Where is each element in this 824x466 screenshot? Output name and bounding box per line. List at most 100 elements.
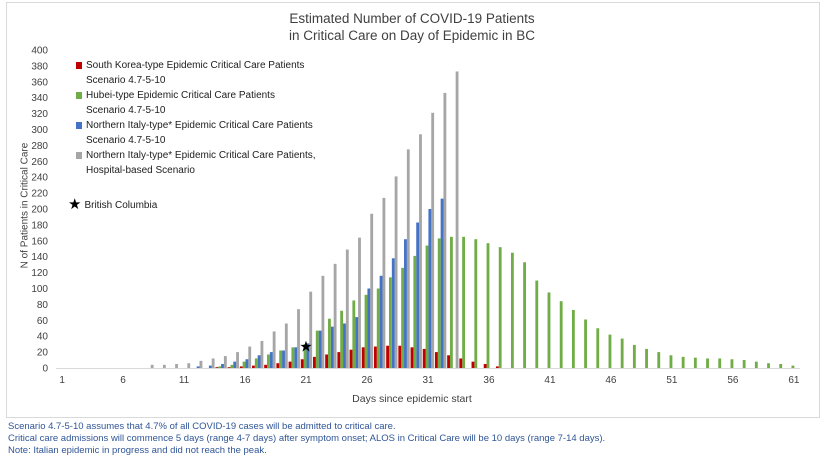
bar bbox=[199, 360, 203, 368]
bar bbox=[645, 348, 648, 368]
footnote-3: Note: Italian epidemic in progress and d… bbox=[8, 445, 267, 456]
x-tick-label: 6 bbox=[120, 375, 126, 386]
legend-sublabel: Scenario 4.7-5-10 bbox=[86, 135, 166, 146]
legend-swatch-south-korea bbox=[76, 62, 82, 69]
bar bbox=[571, 309, 575, 368]
x-axis-label: Days since epidemic start bbox=[352, 393, 472, 405]
bar bbox=[330, 326, 334, 368]
bar bbox=[230, 364, 234, 368]
legend-item-northern-italy-hospital: Northern Italy-type* Epidemic Critical C… bbox=[76, 148, 316, 178]
bar bbox=[328, 318, 331, 368]
y-tick-label: 60 bbox=[37, 316, 49, 327]
bar bbox=[297, 309, 300, 368]
bar bbox=[547, 292, 551, 368]
y-tick-label: 40 bbox=[37, 332, 49, 343]
bar bbox=[779, 364, 783, 368]
y-tick-label: 100 bbox=[31, 284, 48, 295]
bar bbox=[434, 352, 438, 368]
bar bbox=[693, 357, 697, 368]
bar bbox=[447, 355, 450, 368]
bar bbox=[257, 355, 261, 368]
bar bbox=[718, 358, 722, 368]
x-axis-ticks: 1 6 11 16 21 26 31 36 41 46 51 56 61 bbox=[59, 375, 800, 386]
bar bbox=[510, 252, 514, 368]
bar bbox=[340, 310, 344, 368]
bar bbox=[321, 275, 325, 368]
y-tick-label: 360 bbox=[31, 77, 48, 88]
bar bbox=[306, 343, 310, 368]
legend-label: Northern Italy-type* Epidemic Critical C… bbox=[86, 150, 316, 161]
bar bbox=[279, 350, 283, 368]
y-axis-label: N of Patients in Critical Care bbox=[19, 142, 31, 269]
bar bbox=[291, 347, 295, 368]
chart-title-line-1: Estimated Number of COVID-19 Patients bbox=[289, 11, 535, 26]
y-axis-ticks: 0 20 40 60 80 100 120 140 160 180 200 220 240 260 280 3… bbox=[31, 46, 48, 375]
bar bbox=[428, 209, 432, 368]
bar bbox=[767, 363, 770, 368]
bar bbox=[196, 366, 200, 368]
bar bbox=[248, 346, 252, 368]
bar bbox=[358, 237, 361, 368]
legend-label: Northern Italy-type* Epidemic Critical C… bbox=[86, 120, 313, 131]
bar bbox=[218, 366, 222, 368]
bar bbox=[284, 323, 288, 368]
bar bbox=[221, 364, 224, 368]
bar bbox=[486, 243, 490, 368]
bar bbox=[474, 239, 478, 368]
y-tick-label: 400 bbox=[31, 46, 48, 57]
bar bbox=[459, 358, 463, 368]
bar bbox=[455, 71, 459, 369]
bar bbox=[425, 245, 429, 368]
bar bbox=[386, 345, 390, 368]
y-tick-label: 140 bbox=[31, 252, 48, 263]
bar bbox=[252, 365, 255, 368]
bar bbox=[150, 364, 154, 368]
bar bbox=[276, 363, 280, 368]
bar bbox=[233, 361, 237, 368]
bar bbox=[325, 354, 329, 368]
y-tick-label: 260 bbox=[31, 157, 48, 168]
bar bbox=[440, 198, 444, 368]
bar bbox=[352, 300, 356, 368]
bar bbox=[608, 334, 612, 368]
x-tick-label: 26 bbox=[361, 375, 373, 386]
footnote-1: Scenario 4.7-5-10 assumes that 4.7% of a… bbox=[8, 421, 396, 432]
bar bbox=[706, 358, 709, 368]
legend: South Korea-type Epidemic Critical Care … bbox=[76, 58, 316, 178]
y-tick-label: 220 bbox=[31, 189, 48, 200]
bar bbox=[437, 238, 441, 368]
bar bbox=[391, 258, 395, 368]
x-tick-label: 46 bbox=[605, 375, 617, 386]
bar bbox=[394, 176, 398, 368]
bar bbox=[416, 222, 420, 368]
bar bbox=[208, 365, 212, 368]
bar bbox=[382, 197, 386, 368]
footnotes: Scenario 4.7-5-10 assumes that 4.7% of a… bbox=[8, 421, 605, 457]
bar bbox=[343, 323, 346, 368]
star-icon: ★ bbox=[68, 196, 82, 213]
legend-swatch-northern-italy-hospital bbox=[76, 152, 82, 159]
x-tick-label: 51 bbox=[666, 375, 678, 386]
bar bbox=[657, 352, 661, 368]
bar bbox=[227, 367, 231, 368]
bar bbox=[498, 247, 502, 368]
chart-title: Estimated Number of COVID-19 Patients in… bbox=[0, 10, 824, 44]
legend-label: British Columbia bbox=[84, 200, 158, 211]
bar bbox=[413, 255, 417, 368]
bar bbox=[449, 236, 453, 368]
legend-label: Hubei-type Epidemic Critical Care Patien… bbox=[86, 90, 275, 101]
bar bbox=[337, 352, 341, 368]
x-tick-label: 56 bbox=[727, 375, 739, 386]
bar bbox=[300, 359, 304, 368]
bar bbox=[398, 345, 402, 368]
bar bbox=[211, 358, 215, 368]
x-tick-label: 11 bbox=[179, 375, 190, 386]
legend-sublabel: Hospital-based Scenario bbox=[86, 165, 195, 176]
bar bbox=[288, 361, 292, 368]
bar bbox=[431, 112, 435, 368]
bar bbox=[318, 330, 322, 368]
legend-swatch-hubei bbox=[76, 92, 82, 99]
legend-sublabel: Scenario 4.7-5-10 bbox=[86, 75, 166, 86]
bar bbox=[495, 366, 499, 368]
